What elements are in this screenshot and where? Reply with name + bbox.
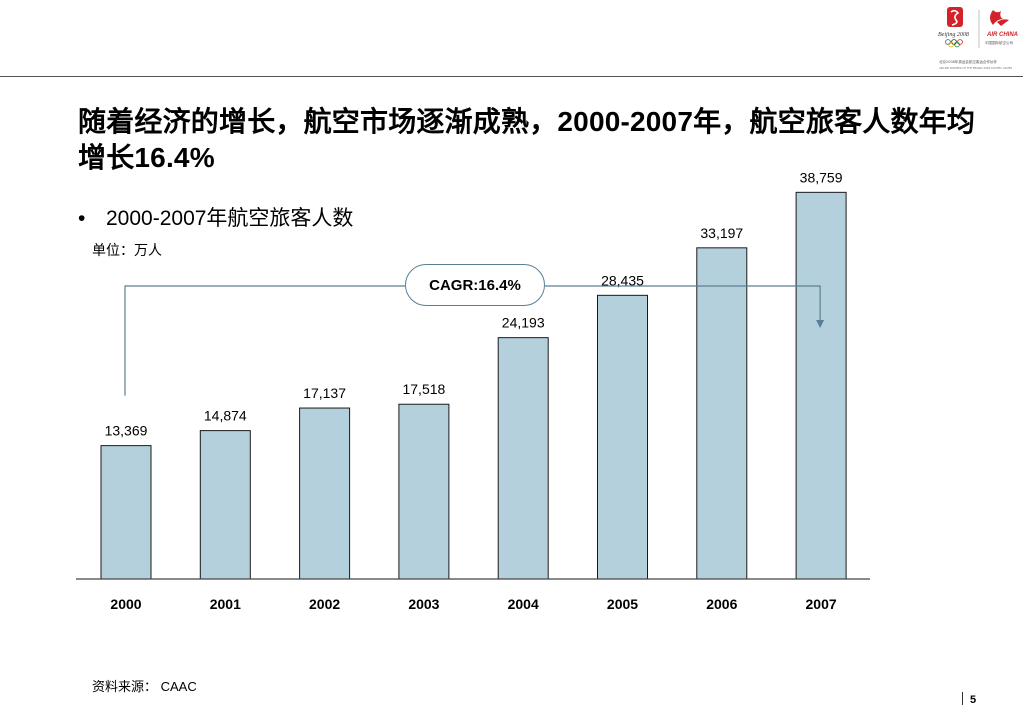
bar-2006 (696, 247, 748, 580)
page-number-text: 5 (970, 694, 977, 706)
cagr-connector-left (124, 285, 405, 396)
air-china-cn-text: 中国国际航空公司 (985, 40, 1013, 45)
bar-2007 (795, 191, 847, 580)
bar-2002 (299, 407, 351, 580)
bullet-text: 2000-2007年航空旅客人数 (106, 207, 354, 230)
source-note: 资料来源： CAAC (92, 679, 197, 694)
bar-2003 (398, 403, 450, 580)
partner-line: 北京2008年奥运会航空客运合作伙伴 (939, 59, 997, 64)
page-divider (962, 692, 963, 705)
bar-2001 (199, 430, 251, 580)
unit-label: 单位：万人 (92, 242, 162, 258)
cagr-callout: CAGR:16.4% (405, 264, 545, 306)
x-tick-2005: 2005 (607, 596, 638, 612)
data-label-2006: 33,197 (700, 225, 743, 241)
air-china-text: AIR CHINA (986, 32, 1018, 38)
partner-line-en: AIRLINE PARTNER OF THE BEIJING 2008 OLYM… (939, 66, 1012, 70)
bar-2004 (497, 337, 549, 580)
data-label-2004: 24,193 (502, 315, 545, 331)
x-tick-2002: 2002 (309, 596, 340, 612)
x-tick-2000: 2000 (110, 596, 141, 612)
data-label-2001: 14,874 (204, 408, 247, 424)
beijing-2008-text: Beijing 2008 (938, 32, 969, 38)
bullet-symbol: • (78, 207, 86, 230)
cagr-arrowhead (816, 320, 825, 328)
x-tick-2004: 2004 (508, 596, 539, 612)
cagr-connector-right (545, 285, 821, 322)
data-label-2002: 17,137 (303, 385, 346, 401)
data-label-2000: 13,369 (105, 423, 148, 439)
header-rule (0, 76, 1023, 77)
page-number: 5 (962, 692, 976, 706)
data-label-2007: 38,759 (800, 169, 843, 185)
x-tick-2001: 2001 (210, 596, 241, 612)
sponsor-logos: Beijing 2008 AIR CHINA 中国国际航空公司 北京2008年奥… (938, 7, 1018, 70)
air-china-phoenix-icon: AIR CHINA 中国国际航空公司 (985, 10, 1018, 45)
data-label-2005: 28,435 (601, 272, 644, 288)
x-tick-2007: 2007 (806, 596, 837, 612)
bar-2000 (100, 445, 152, 580)
x-tick-2003: 2003 (408, 596, 439, 612)
x-tick-2006: 2006 (706, 596, 737, 612)
bullet-item: • 2000-2007年航空旅客人数 (78, 202, 353, 232)
bar-2005 (597, 294, 648, 580)
data-label-2003: 17,518 (402, 381, 445, 397)
beijing-2008-emblem-icon: Beijing 2008 (938, 7, 969, 48)
slide-title: 随着经济的增长，航空市场逐渐成熟，2000-2007年，航空旅客人数年均增长16… (78, 106, 976, 173)
